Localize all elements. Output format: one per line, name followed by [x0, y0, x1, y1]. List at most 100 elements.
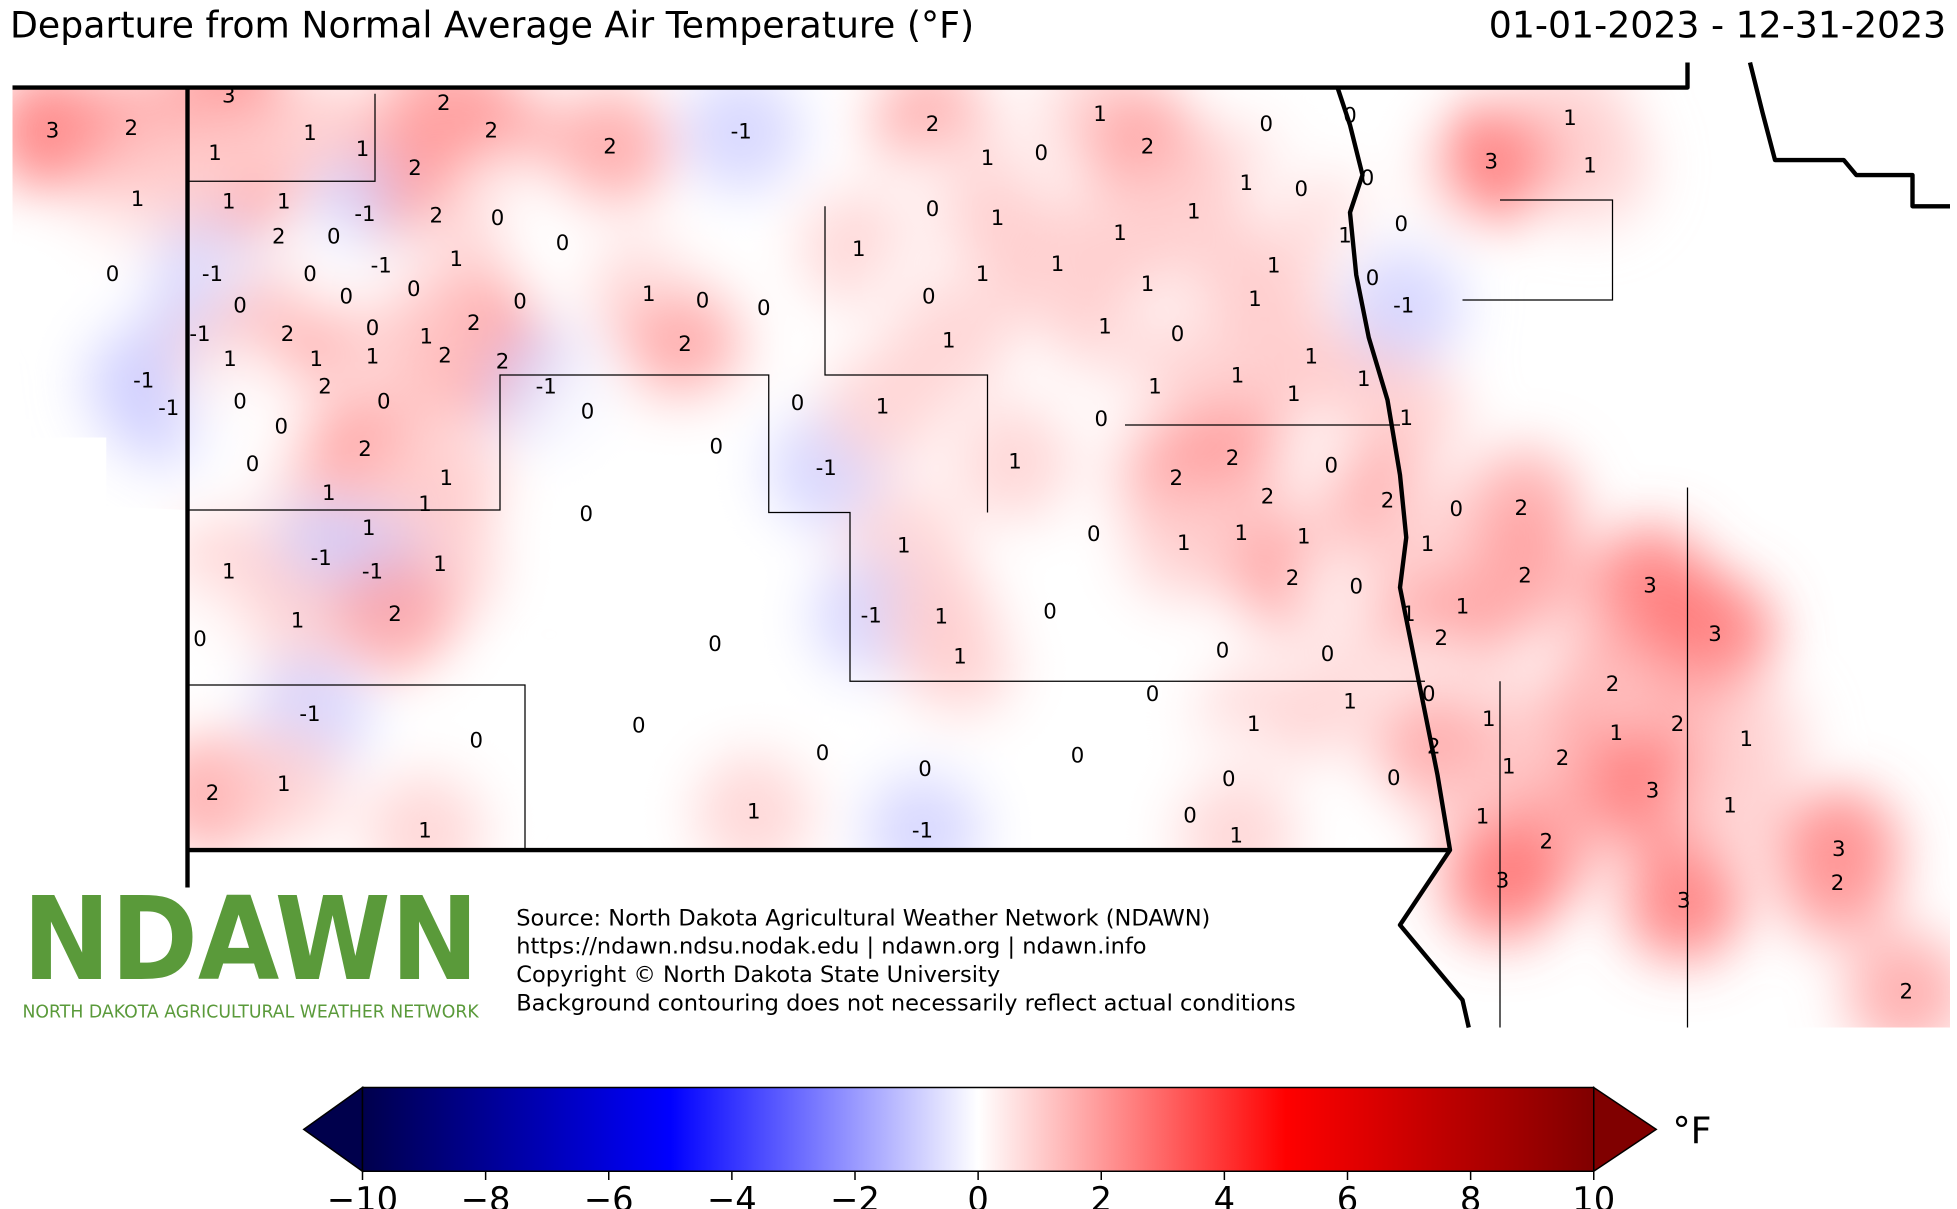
station-value: -1 — [311, 546, 332, 571]
station-value: 1 — [277, 772, 291, 797]
station-value: 3 — [1832, 837, 1846, 862]
contour-blob — [335, 555, 455, 675]
station-value: 0 — [1361, 166, 1375, 191]
station-value: -1 — [861, 603, 882, 628]
station-value: -1 — [371, 253, 392, 278]
station-value: 1 — [991, 206, 1005, 231]
county-lines — [187, 93, 1689, 1028]
colorbar-tick-label: −4 — [707, 1180, 757, 1209]
station-value: 1 — [1338, 223, 1352, 248]
station-value: 2 — [1556, 746, 1570, 771]
source-line: https://ndawn.ndsu.nodak.edu | ndawn.org… — [516, 934, 1146, 960]
border — [12, 62, 1690, 90]
station-value: 0 — [1071, 743, 1085, 768]
station-value: 2 — [1427, 735, 1441, 760]
station-value: 2 — [484, 118, 498, 143]
colorbar-tick-label: 6 — [1337, 1180, 1358, 1209]
source-notes: Source: North Dakota Agricultural Weathe… — [516, 905, 1296, 1016]
station-value: 0 — [1222, 767, 1236, 792]
station-value: 1 — [1239, 171, 1253, 196]
station-value: 1 — [291, 608, 305, 633]
contour-blob — [1431, 102, 1552, 223]
station-value: 1 — [131, 187, 145, 212]
station-value: 0 — [339, 285, 353, 310]
station-value: 1 — [1343, 690, 1357, 715]
logo-text: NDAWN — [23, 873, 479, 1007]
station-value: 1 — [747, 800, 761, 825]
station-value: 1 — [1739, 727, 1753, 752]
station-value: 1 — [1421, 532, 1435, 557]
station-value: 0 — [1087, 522, 1101, 547]
station-value: 0 — [1146, 682, 1160, 707]
logo: NDAWN NORTH DAKOTA AGRICULTURAL WEATHER … — [23, 873, 480, 1022]
station-value: 1 — [1113, 221, 1127, 246]
station-value: 1 — [362, 516, 376, 541]
station-value: -1 — [536, 375, 557, 400]
station-value: 0 — [1043, 600, 1057, 625]
station-value: 0 — [791, 391, 805, 416]
station-value: 1 — [1357, 367, 1371, 392]
contour-blob — [693, 752, 814, 873]
station-value: 2 — [358, 437, 372, 462]
station-value: 2 — [1226, 446, 1240, 471]
contour-blob — [52, 215, 173, 335]
map-area — [12, 62, 1950, 1028]
colorbar-tick-label: −6 — [584, 1180, 634, 1209]
station-value: 0 — [922, 285, 936, 310]
source-line: Source: North Dakota Agricultural Weathe… — [516, 905, 1210, 931]
station-value: 3 — [1484, 150, 1498, 175]
station-value: 0 — [1216, 638, 1230, 663]
station-value: 1 — [981, 146, 995, 171]
station-value: 1 — [322, 481, 336, 506]
station-value: 2 — [437, 91, 451, 116]
station-value: 0 — [926, 197, 940, 222]
station-value: 1 — [1141, 272, 1155, 297]
station-value: 1 — [1563, 106, 1577, 131]
station-value: 0 — [1349, 575, 1363, 600]
station-value: -1 — [731, 120, 752, 145]
station-value: 2 — [603, 135, 617, 160]
colorbar-tick-label: 0 — [967, 1180, 988, 1209]
title: Departure from Normal Average Air Temper… — [10, 4, 974, 47]
station-value: 1 — [1248, 287, 1262, 312]
contour-blob — [578, 666, 699, 787]
station-value: 0 — [327, 225, 341, 250]
station-value: 0 — [1343, 103, 1357, 128]
station-value: -1 — [362, 560, 383, 585]
station-value: 1 — [433, 552, 447, 577]
border — [1747, 61, 1950, 209]
station-value: 0 — [469, 728, 483, 753]
station-value: 0 — [106, 262, 120, 287]
station-value: 2 — [467, 311, 481, 336]
colorbar-gradient — [361, 1086, 1595, 1172]
station-value: 0 — [709, 435, 723, 460]
station-value: 1 — [449, 247, 463, 272]
station-value: 1 — [1098, 315, 1112, 340]
contour-blob — [888, 281, 1009, 402]
station-value: 1 — [1187, 200, 1201, 225]
station-value: 2 — [1518, 563, 1532, 588]
station-value: 1 — [1177, 531, 1191, 556]
station-value: 0 — [1449, 497, 1463, 522]
station-value: 1 — [1231, 363, 1245, 388]
station-value: -1 — [816, 456, 837, 481]
colorbar-tick-label: 10 — [1572, 1180, 1615, 1209]
contour-blob — [550, 87, 670, 208]
station-value: 2 — [1381, 488, 1395, 513]
station-value: 1 — [942, 328, 956, 353]
station-value: 2 — [429, 203, 443, 228]
station-value: 1 — [419, 325, 433, 350]
station-value: 1 — [309, 347, 323, 372]
station-value: 2 — [281, 322, 295, 347]
logo-subtitle: NORTH DAKOTA AGRICULTURAL WEATHER NETWOR… — [23, 1003, 480, 1023]
station-value: 2 — [1286, 566, 1300, 591]
contour-blob — [1530, 106, 1650, 227]
station-value: 1 — [418, 818, 432, 843]
contour-blob — [1777, 823, 1898, 944]
colorbar-tick-label: 8 — [1460, 1180, 1481, 1209]
station-value: 2 — [1141, 135, 1155, 160]
station-value: 3 — [1643, 573, 1657, 598]
contour-blob — [1442, 821, 1563, 942]
station-value: 0 — [1324, 453, 1338, 478]
